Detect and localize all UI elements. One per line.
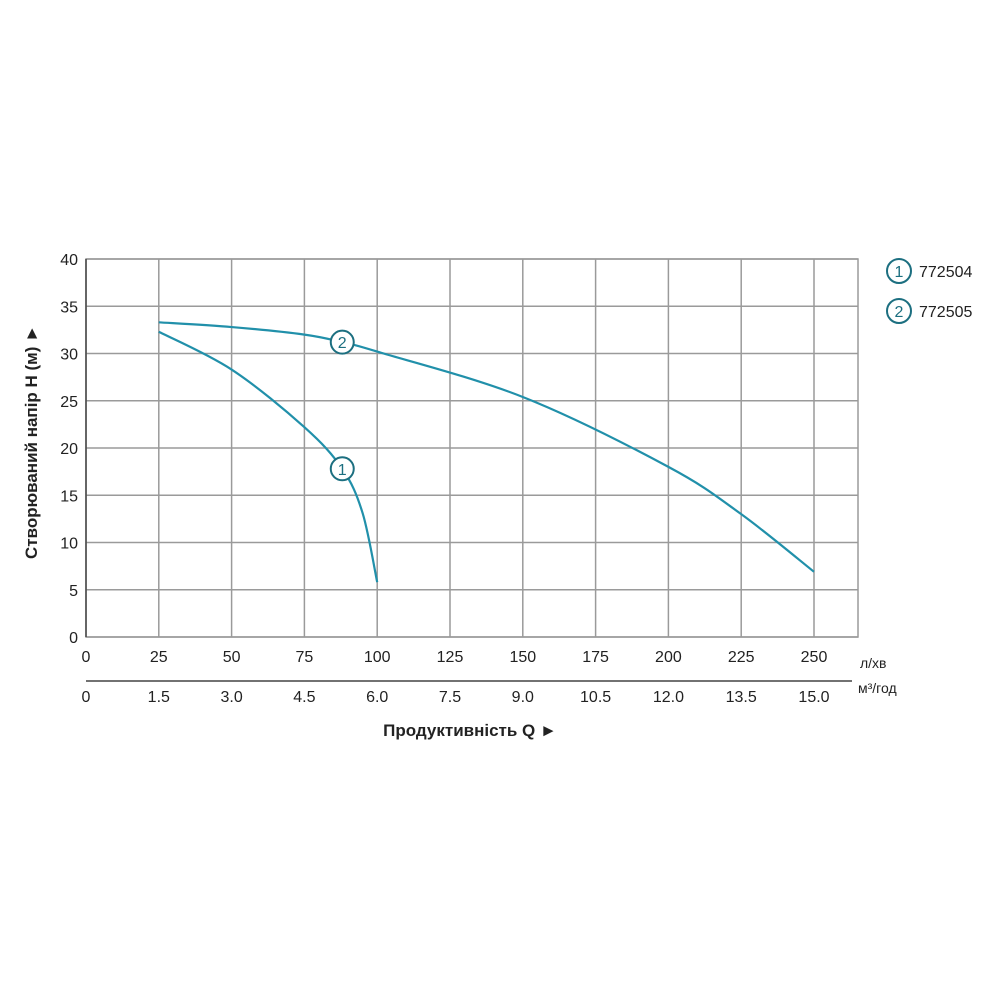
y-tick-label: 0 <box>69 630 78 647</box>
legend-marker-label: 2 <box>895 304 904 321</box>
x-tick-label-primary: 225 <box>728 649 755 666</box>
grid <box>85 258 859 638</box>
x-tick-label-primary: 50 <box>223 649 241 666</box>
curve-772504 <box>158 330 379 583</box>
x-tick-label-secondary: 10.5 <box>580 689 611 706</box>
x-tick-label-primary: 75 <box>296 649 314 666</box>
curve-marker-label: 1 <box>338 462 347 479</box>
x-tick-label-primary: 250 <box>801 649 828 666</box>
y-tick-label: 15 <box>60 488 78 505</box>
legend-entry: 772504 <box>919 264 972 281</box>
x-tick-label-primary: 100 <box>364 649 391 666</box>
x-tick-label-secondary: 13.5 <box>726 689 757 706</box>
x-tick-label-secondary: 3.0 <box>220 689 242 706</box>
x-tick-label-secondary: 12.0 <box>653 689 684 706</box>
x-unit-secondary: м³/год <box>858 680 897 696</box>
x-tick-label-secondary: 1.5 <box>148 689 170 706</box>
x-tick-label-secondary: 7.5 <box>439 689 461 706</box>
curve-772505 <box>158 321 815 573</box>
axes: 051015202530354000251.5503.0754.51006.01… <box>60 252 852 706</box>
x-tick-label-secondary: 6.0 <box>366 689 388 706</box>
legend-entry: 772505 <box>919 304 972 321</box>
y-axis-title: Створюваний напір H (м) ► <box>22 325 41 559</box>
x-tick-label-primary: 150 <box>509 649 536 666</box>
x-tick-label-primary: 25 <box>150 649 168 666</box>
x-tick-label-primary: 175 <box>582 649 609 666</box>
y-tick-label: 40 <box>60 252 78 269</box>
legend: 1 772504 2 772505 <box>886 258 972 324</box>
x-tick-label-secondary: 0 <box>82 689 91 706</box>
legend-marker-circle <box>886 258 912 284</box>
y-tick-label: 5 <box>69 583 78 600</box>
x-tick-label-secondary: 15.0 <box>798 689 829 706</box>
x-axis-title: Продуктивність Q ► <box>383 721 557 740</box>
y-tick-label: 30 <box>60 347 78 364</box>
curve-marker-circle <box>329 329 355 355</box>
x-tick-label-secondary: 4.5 <box>293 689 315 706</box>
x-tick-label-primary: 200 <box>655 649 682 666</box>
x-tick-label-primary: 125 <box>437 649 464 666</box>
y-tick-label: 25 <box>60 394 78 411</box>
legend-marker-label: 1 <box>895 264 904 281</box>
y-tick-label: 10 <box>60 536 78 553</box>
curve-marker-label: 2 <box>338 335 347 352</box>
curve-marker-circle <box>329 456 355 482</box>
x-unit-primary: л/хв <box>860 655 887 671</box>
curves: 12 <box>158 321 815 583</box>
y-tick-label: 35 <box>60 299 78 316</box>
legend-marker-circle <box>886 298 912 324</box>
x-tick-label-primary: 0 <box>82 649 91 666</box>
y-tick-label: 20 <box>60 441 78 458</box>
x-tick-label-secondary: 9.0 <box>512 689 534 706</box>
